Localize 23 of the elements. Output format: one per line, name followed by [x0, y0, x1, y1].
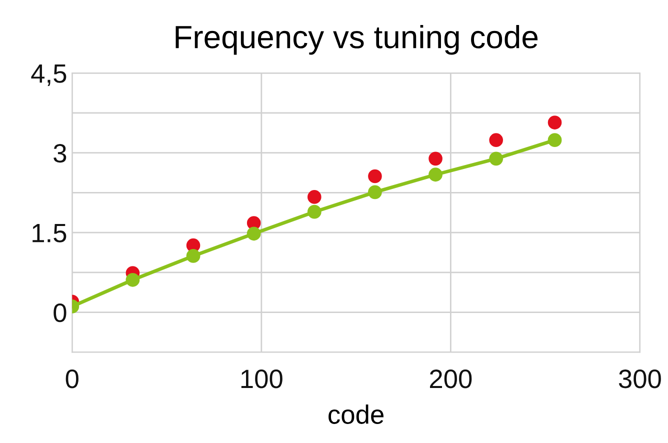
point — [307, 204, 322, 219]
chart-title: Frequency vs tuning code — [176, 24, 538, 55]
point — [428, 152, 442, 166]
x-tick-label: 300 — [618, 370, 661, 388]
point — [489, 133, 504, 147]
point — [548, 116, 562, 130]
y-tick-label: 0 — [54, 303, 66, 322]
point — [368, 169, 382, 184]
point — [548, 133, 562, 148]
y-tick-label: 3 — [54, 144, 66, 163]
x-tick-label: 100 — [241, 370, 282, 388]
point — [186, 249, 200, 263]
x-tick-label: 200 — [430, 370, 472, 388]
point — [368, 185, 382, 200]
y-tick-label: 4,5 — [31, 64, 66, 86]
x-axis-title: code — [328, 404, 384, 424]
x-tick-label: 0 — [66, 370, 78, 388]
y-tick-label: 1.5 — [32, 224, 66, 242]
point — [126, 272, 140, 287]
point — [489, 152, 504, 166]
point — [308, 190, 322, 204]
point — [428, 168, 442, 182]
point — [246, 226, 261, 241]
